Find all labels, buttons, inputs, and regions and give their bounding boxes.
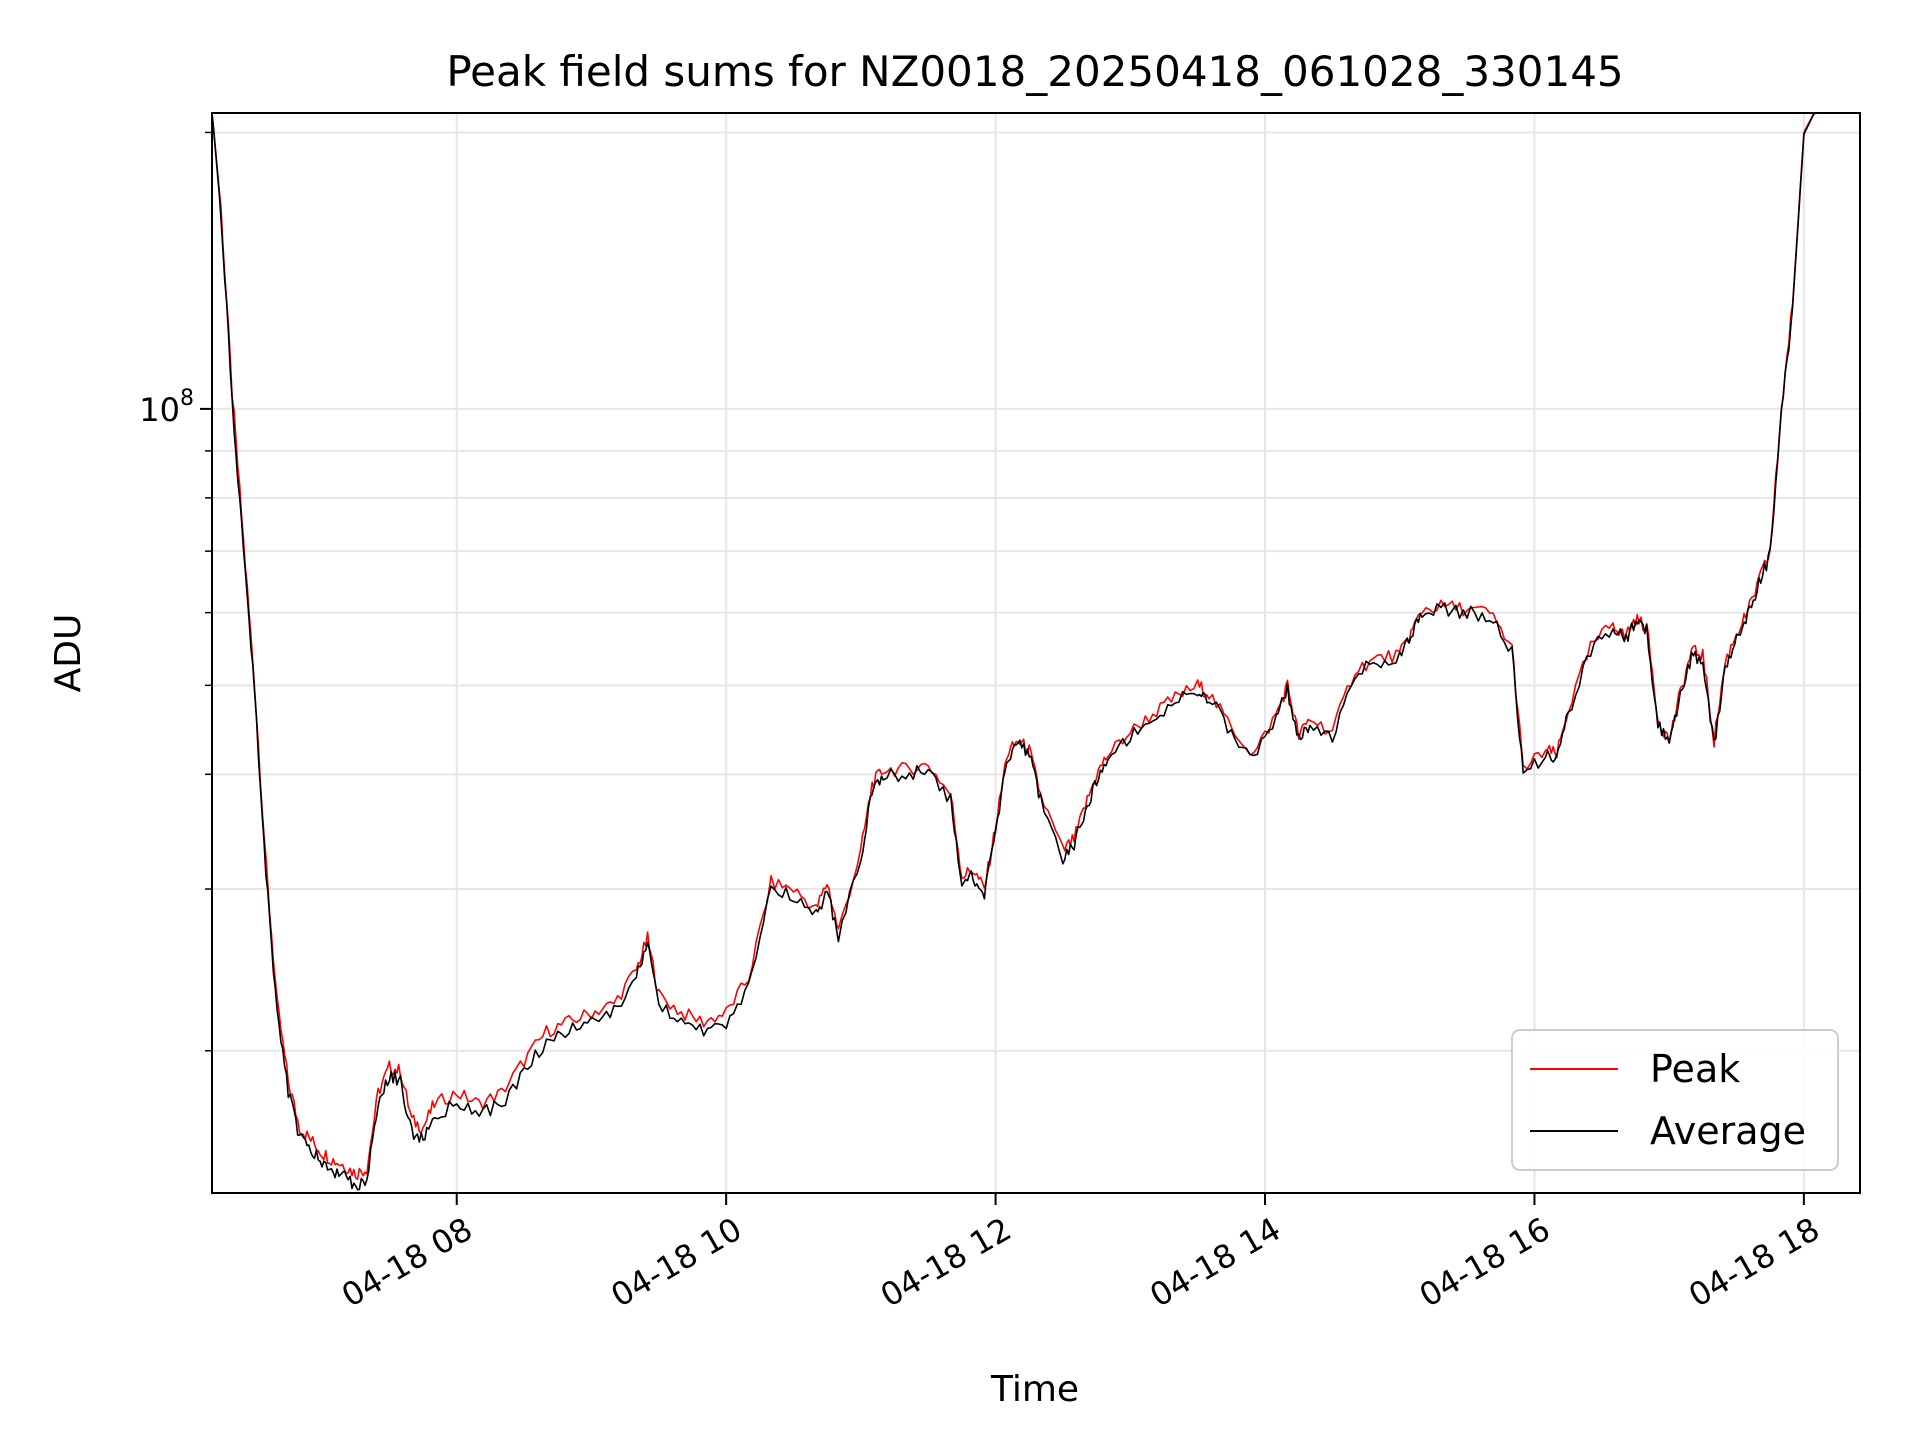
legend-label-peak: Peak (1650, 1047, 1740, 1091)
series-line-average (211, 112, 1849, 1191)
plot-frame (211, 112, 1861, 1194)
legend-label-average: Average (1650, 1109, 1806, 1153)
series-lines (211, 112, 1849, 1191)
y-axis-ticks: 108 (139, 131, 212, 1052)
x-axis-label: Time (990, 1369, 1079, 1410)
y-tick-label: 108 (139, 386, 194, 429)
y-axis-label: ADU (48, 614, 89, 693)
series-line-peak (211, 112, 1849, 1180)
legend-box (1511, 1029, 1839, 1171)
chart-title: Peak field sums for NZ0018_20250418_0610… (446, 47, 1623, 96)
legend: Peak Average (1511, 1029, 1839, 1171)
grid (212, 113, 1860, 1193)
